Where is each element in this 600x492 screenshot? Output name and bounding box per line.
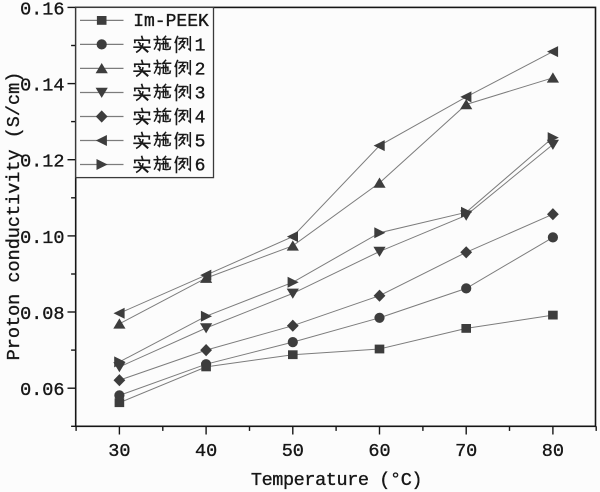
svg-text:50: 50 bbox=[282, 441, 304, 462]
svg-text:2: 2 bbox=[195, 61, 206, 81]
svg-text:0.16: 0.16 bbox=[20, 0, 64, 20]
svg-text:0.12: 0.12 bbox=[20, 152, 64, 173]
svg-text:Temperature (°C): Temperature (°C) bbox=[251, 470, 422, 491]
svg-text:70: 70 bbox=[455, 441, 477, 462]
svg-text:6: 6 bbox=[195, 157, 206, 177]
svg-text:1: 1 bbox=[195, 37, 206, 57]
svg-text:4: 4 bbox=[195, 109, 206, 129]
svg-text:3: 3 bbox=[195, 85, 206, 105]
svg-text:5: 5 bbox=[195, 133, 206, 153]
svg-text:Im-PEEK: Im-PEEK bbox=[133, 12, 209, 32]
svg-text:Proton conductivity (S/cm): Proton conductivity (S/cm) bbox=[4, 72, 25, 361]
svg-text:0.08: 0.08 bbox=[20, 304, 64, 325]
svg-text:0.06: 0.06 bbox=[20, 380, 64, 401]
svg-text:80: 80 bbox=[542, 441, 564, 462]
svg-text:60: 60 bbox=[368, 441, 390, 462]
svg-text:40: 40 bbox=[195, 441, 217, 462]
svg-text:30: 30 bbox=[108, 441, 130, 462]
svg-text:0.14: 0.14 bbox=[20, 76, 64, 97]
svg-text:0.10: 0.10 bbox=[20, 228, 64, 249]
